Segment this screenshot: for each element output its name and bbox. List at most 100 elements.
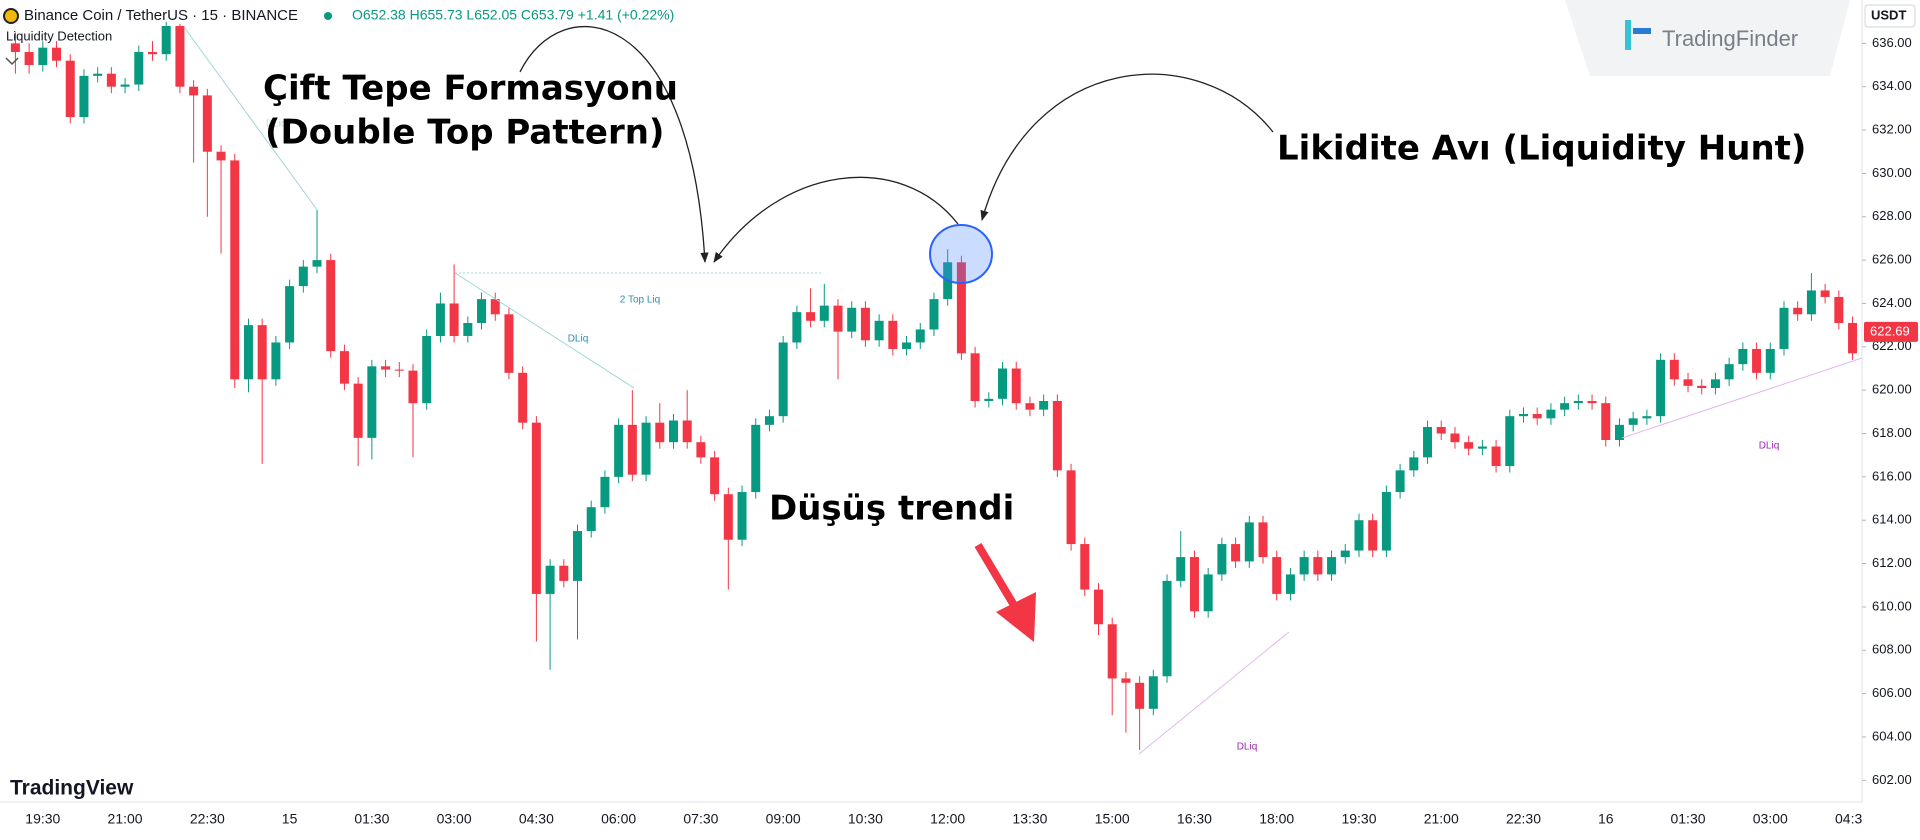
candle-body <box>778 342 788 417</box>
annotation: Likidite Avı (Liquidity Hunt) <box>1277 129 1806 169</box>
candle-body <box>970 353 980 401</box>
candle-body <box>1477 446 1487 449</box>
trend-arrow-head <box>996 592 1036 642</box>
candle-body <box>1025 403 1035 410</box>
candle-body <box>1381 492 1391 551</box>
indicator-label: DLiq <box>568 334 589 345</box>
candle-body <box>998 368 1008 399</box>
symbol-title: Binance Coin / TetherUS · 15 · BINANCE <box>24 7 298 24</box>
candle-body <box>175 26 185 87</box>
candle-body <box>230 160 240 380</box>
candle-body <box>1231 544 1241 562</box>
candle-body <box>860 307 870 341</box>
logo-bg <box>1565 0 1850 76</box>
candle-body <box>1505 416 1515 467</box>
watermark: TradingView <box>10 777 134 800</box>
candle-body <box>1546 409 1556 419</box>
indicator-name: Liquidity Detection <box>6 28 112 43</box>
y-tick-label: 624.00 <box>1872 295 1912 310</box>
candle-body <box>696 442 706 458</box>
candle-body <box>504 314 514 373</box>
y-tick-label: 622.00 <box>1872 338 1912 353</box>
x-tick-label: 09:00 <box>766 811 801 827</box>
candle-body <box>1052 401 1062 471</box>
candle-body <box>1573 401 1583 404</box>
candle-body <box>148 52 157 55</box>
candle-body <box>1203 574 1213 612</box>
candle-body <box>1724 364 1734 380</box>
y-tick-label: 604.00 <box>1872 728 1912 743</box>
candle-body <box>1011 368 1021 404</box>
candle-body <box>847 307 857 332</box>
candle-body <box>490 299 500 315</box>
candle-body <box>1244 522 1254 562</box>
candle-body <box>312 260 322 267</box>
candle-body <box>1395 470 1405 493</box>
price-axis-bg <box>1862 0 1920 840</box>
candle-body <box>1614 424 1624 441</box>
ohlc-values: O652.38 H655.73 L652.05 C653.79 +1.41 (+… <box>352 7 674 23</box>
y-tick-label: 618.00 <box>1872 425 1912 440</box>
x-tick-label: 22:30 <box>190 811 225 827</box>
candle-body <box>1560 403 1570 410</box>
candle-body <box>1834 296 1844 323</box>
indicator-label: DLiq <box>1237 742 1258 753</box>
x-tick-label: 07:30 <box>683 811 718 827</box>
candle-body <box>723 494 733 540</box>
candle-body <box>134 52 144 85</box>
candle-body <box>394 369 404 371</box>
candle-body <box>641 422 651 475</box>
candle-body <box>216 151 226 161</box>
candle-body <box>764 416 774 425</box>
candle-body <box>902 342 912 349</box>
last-price-box <box>1864 321 1918 342</box>
candle-body <box>1450 433 1460 443</box>
candle-body <box>1532 414 1542 419</box>
candle-body <box>271 342 281 380</box>
status-dot <box>324 12 332 20</box>
candle-body <box>531 422 541 594</box>
y-tick-label: 602.00 <box>1872 772 1912 787</box>
candle-body <box>737 492 747 540</box>
y-tick-label: 628.00 <box>1872 208 1912 223</box>
candle-body <box>1436 427 1446 434</box>
candle-body <box>161 26 171 55</box>
currency-label: USDT <box>1871 7 1906 22</box>
candle-body <box>1080 544 1090 590</box>
candle-body <box>1820 290 1830 297</box>
candle-body <box>1464 442 1474 449</box>
candle-body <box>353 383 363 438</box>
candle-body <box>1738 348 1748 365</box>
trend-arrow <box>974 542 1022 615</box>
candle-body <box>120 84 130 87</box>
candle-body <box>518 372 528 423</box>
candle-body <box>1368 520 1378 551</box>
collapse-icon[interactable] <box>5 57 19 66</box>
last-price-label: 622.69 <box>1870 323 1910 338</box>
candle-body <box>668 420 678 443</box>
candle-body <box>1409 457 1419 471</box>
candle-body <box>65 60 75 118</box>
candle-body <box>1107 624 1117 679</box>
annotation: (Double Top Pattern) <box>265 113 664 153</box>
candle-body <box>819 305 829 321</box>
x-tick-label: 13:30 <box>1012 811 1047 827</box>
candle-body <box>1710 379 1720 388</box>
candle-body <box>1258 522 1268 558</box>
x-tick-label: 22:30 <box>1506 811 1541 827</box>
y-tick-label: 610.00 <box>1872 598 1912 613</box>
candle-body <box>477 299 487 323</box>
candle-body <box>1272 557 1282 594</box>
x-tick-label: 01:30 <box>354 811 389 827</box>
candle-body <box>1601 403 1611 441</box>
candle-body <box>956 262 966 354</box>
candle-body <box>326 260 336 352</box>
candle-body <box>1423 427 1433 458</box>
y-tick-label: 612.00 <box>1872 555 1912 570</box>
candle-body <box>435 303 445 336</box>
candle-body <box>833 305 843 332</box>
x-tick-label: 12:00 <box>930 811 965 827</box>
candle-body <box>1669 359 1679 380</box>
candle-body <box>463 322 473 336</box>
y-tick-label: 630.00 <box>1872 165 1912 180</box>
